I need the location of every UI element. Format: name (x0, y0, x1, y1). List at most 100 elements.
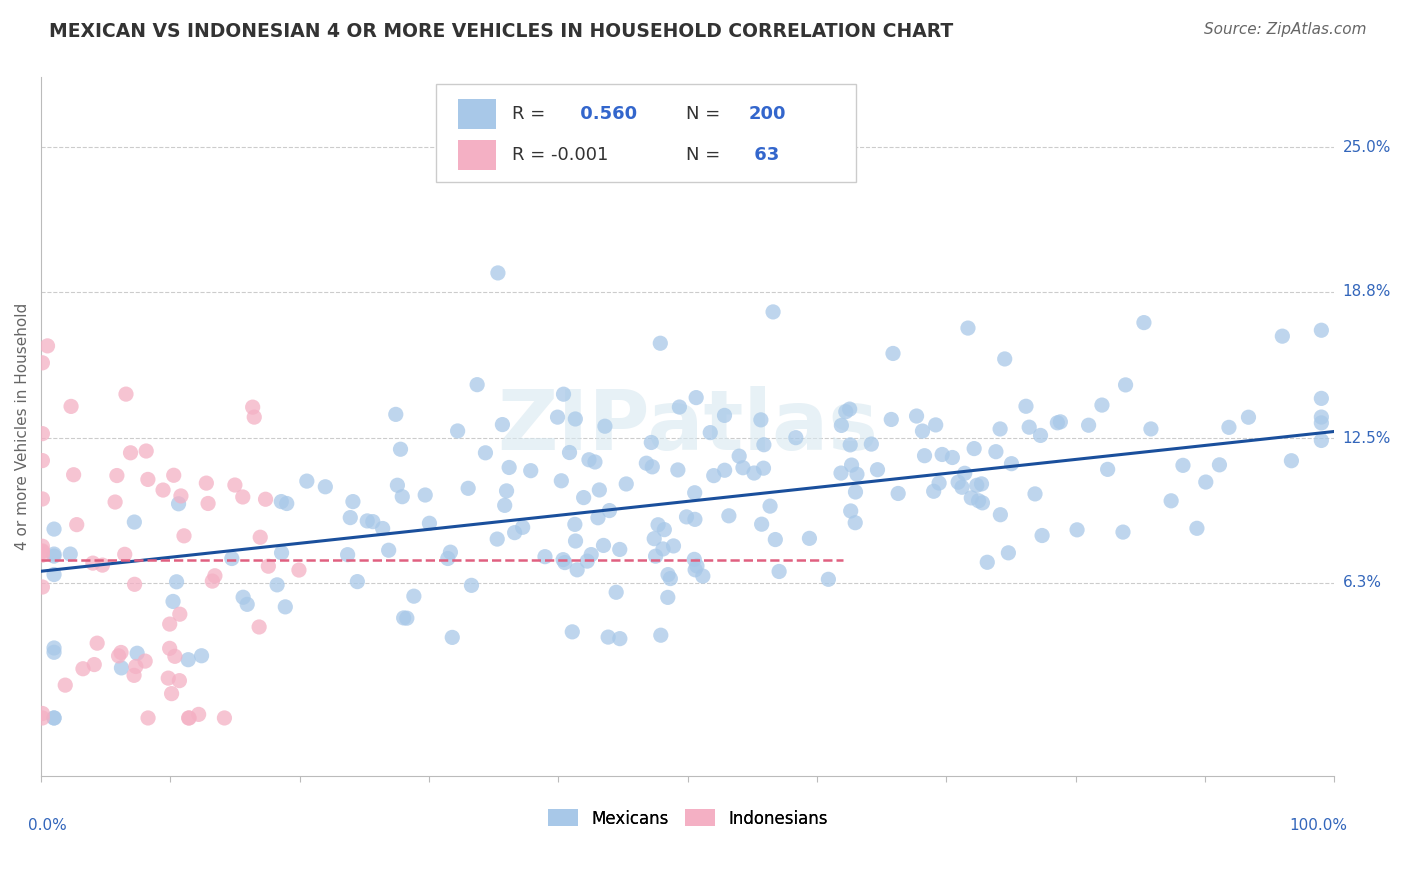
Point (270, 546, 292, 560)
FancyBboxPatch shape (457, 99, 496, 128)
Point (1310, 410, 1333, 425)
Point (950, 480, 973, 494)
Point (609, 632, 631, 646)
Text: 6.3%: 6.3% (1343, 575, 1382, 591)
Text: R = -0.001: R = -0.001 (512, 146, 609, 164)
Point (441, 631, 464, 645)
Point (173, 529, 195, 543)
Point (371, 521, 394, 535)
Point (914, 449, 936, 463)
Point (984, 444, 1007, 458)
FancyBboxPatch shape (436, 85, 856, 182)
Point (122, 668, 145, 682)
Point (495, 483, 517, 498)
Point (643, 532, 665, 546)
Point (860, 437, 883, 451)
Text: N =: N = (686, 146, 727, 164)
Point (339, 510, 361, 524)
Point (72, 662, 94, 676)
Point (990, 508, 1012, 522)
Y-axis label: 4 or more Vehicles in Household: 4 or more Vehicles in Household (15, 303, 30, 550)
Point (274, 599, 297, 614)
Point (214, 711, 236, 725)
Text: N =: N = (686, 105, 727, 123)
Point (641, 459, 664, 474)
Point (42, 567, 65, 582)
Point (1160, 493, 1182, 508)
Point (125, 659, 148, 673)
Point (835, 405, 858, 419)
Point (356, 514, 378, 528)
Point (1115, 378, 1137, 392)
Point (830, 418, 852, 433)
Point (288, 563, 311, 577)
Point (31, 544, 53, 558)
Point (336, 548, 359, 562)
Point (675, 509, 697, 524)
Point (124, 577, 146, 591)
Point (157, 671, 180, 685)
Point (1185, 521, 1208, 535)
Point (652, 541, 675, 556)
Point (997, 546, 1019, 560)
Point (242, 400, 264, 414)
Point (668, 400, 690, 414)
Point (830, 466, 852, 480)
Point (731, 460, 754, 475)
Point (561, 624, 583, 639)
Point (956, 321, 979, 335)
Point (988, 422, 1011, 436)
Point (650, 336, 672, 351)
Point (42, 640, 65, 655)
Point (377, 543, 399, 558)
Point (31, 539, 53, 553)
Point (925, 417, 948, 432)
Point (644, 549, 666, 564)
Point (170, 489, 193, 503)
Point (465, 377, 488, 392)
Point (104, 495, 127, 509)
Text: 25.0%: 25.0% (1343, 140, 1391, 155)
Point (179, 711, 201, 725)
Point (201, 574, 224, 588)
Point (446, 424, 468, 438)
Text: ZIPatlas: ZIPatlas (498, 386, 879, 467)
Point (1029, 428, 1052, 442)
Point (460, 578, 482, 592)
Point (647, 517, 669, 532)
Point (159, 617, 181, 632)
Point (114, 547, 136, 561)
Point (197, 496, 219, 510)
Point (911, 424, 934, 438)
Point (124, 515, 146, 529)
Point (42, 711, 65, 725)
Point (659, 572, 682, 586)
Point (609, 542, 631, 557)
Point (152, 483, 174, 497)
Point (134, 654, 156, 668)
Point (799, 532, 821, 546)
Point (960, 491, 983, 505)
Point (187, 707, 209, 722)
Point (588, 483, 610, 497)
Point (37, 339, 59, 353)
Point (402, 589, 425, 603)
Point (31, 711, 53, 725)
Point (931, 448, 953, 462)
Point (662, 539, 685, 553)
Point (970, 476, 993, 491)
Point (42, 549, 65, 563)
Point (685, 391, 707, 405)
Point (1310, 434, 1333, 448)
Point (534, 549, 557, 564)
Point (503, 525, 526, 540)
Point (346, 574, 368, 589)
Point (135, 444, 157, 458)
Point (652, 523, 675, 537)
Text: R =: R = (512, 105, 551, 123)
Point (749, 413, 772, 427)
Point (550, 474, 572, 488)
Point (966, 478, 988, 492)
Point (314, 480, 336, 494)
Point (941, 450, 963, 465)
